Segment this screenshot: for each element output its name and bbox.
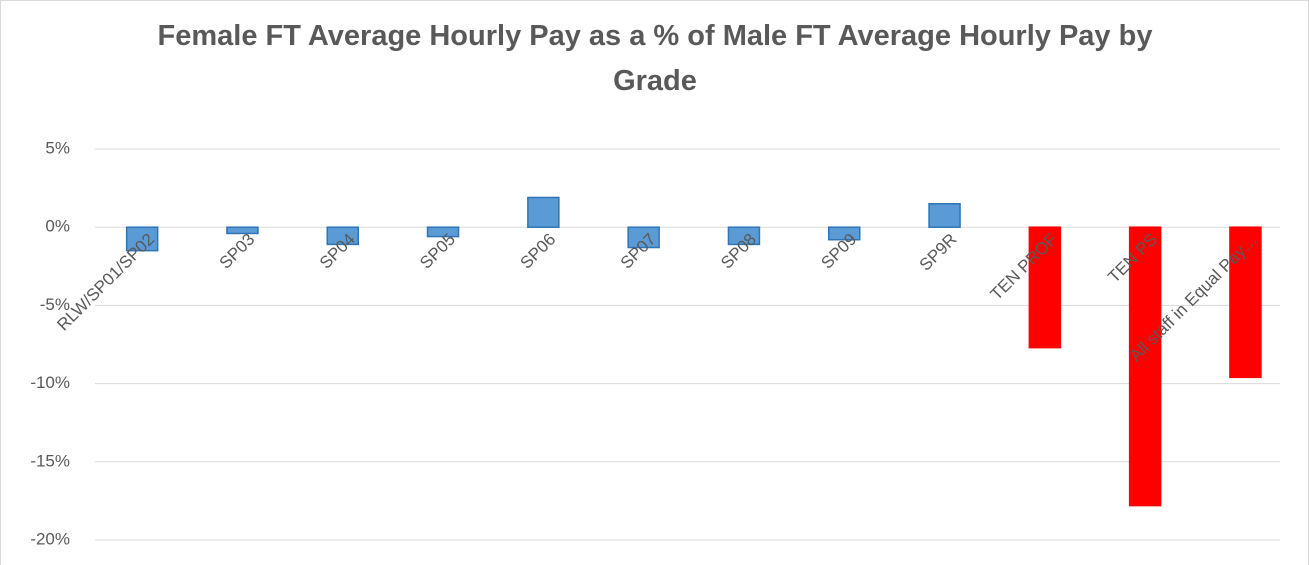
bar [125, 226, 159, 252]
y-tick-label: 0% [45, 217, 70, 236]
bar [828, 226, 861, 241]
y-tick-label: -20% [30, 529, 70, 548]
chart-title: Female FT Average Hourly Pay as a % of M… [157, 20, 1153, 97]
bar [1229, 226, 1262, 379]
bar [627, 226, 660, 249]
bar [426, 226, 460, 238]
y-tick-label: -10% [30, 373, 70, 392]
y-tick-label: 5% [45, 138, 70, 157]
bar [928, 202, 961, 228]
x-tick-label: RLW/SP01/SP02 [53, 230, 158, 335]
bar [326, 226, 359, 246]
bar [1128, 226, 1162, 507]
x-tick-label: SP9R [916, 230, 961, 275]
y-tick-label: -15% [30, 451, 70, 470]
bar [226, 226, 259, 235]
bar [1028, 226, 1062, 349]
y-tick-label: -5% [40, 295, 70, 314]
x-tick-label: SP06 [517, 230, 560, 273]
x-tick-label: SP03 [216, 230, 259, 273]
bar [727, 226, 761, 246]
bar [527, 196, 560, 228]
